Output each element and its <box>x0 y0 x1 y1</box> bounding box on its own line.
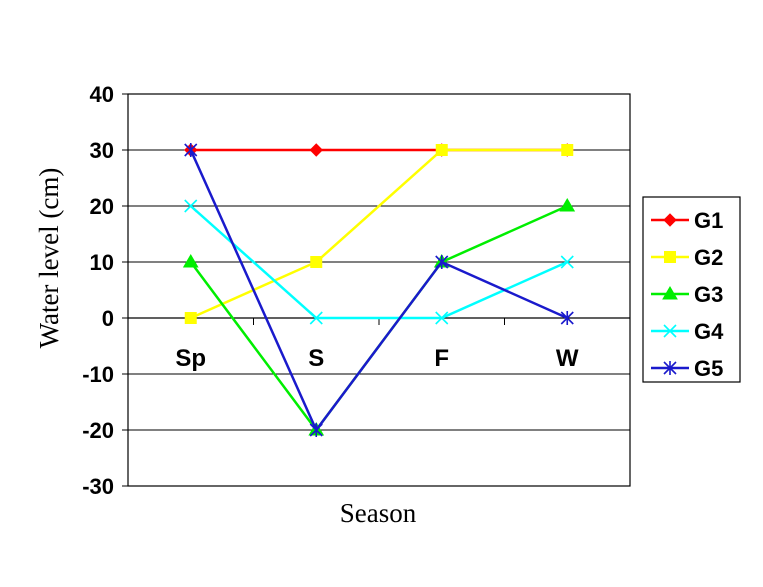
point-G2-W <box>561 144 574 156</box>
legend-entry-G4: G4 <box>651 319 724 344</box>
point-G4-S <box>309 311 323 325</box>
y-tick-label-2: 20 <box>90 194 114 219</box>
y-axis-title: Water level (cm) <box>34 168 64 349</box>
point-G5-S <box>309 423 323 437</box>
legend-marker-G4 <box>663 324 677 338</box>
legend-marker-G2 <box>664 251 676 263</box>
point-G4-F <box>435 311 449 325</box>
plot-area-frame <box>127 93 631 487</box>
y-tick-label-5: -10 <box>82 362 114 387</box>
series-G5 <box>184 143 574 437</box>
legend-label-G2: G2 <box>694 245 723 270</box>
legend-label-G1: G1 <box>694 208 723 233</box>
series-group <box>182 143 576 437</box>
point-G4-W <box>560 255 574 269</box>
point-G1-S <box>309 143 323 157</box>
legend-marker-G1 <box>663 213 677 227</box>
legend-label-G5: G5 <box>694 356 723 381</box>
y-tick-label-4: 0 <box>102 306 114 331</box>
legend-marker-G3 <box>662 286 678 300</box>
legend: G1 G2 G3 G4 G5 <box>642 196 741 383</box>
x-tick-label-3: W <box>556 345 579 372</box>
point-G4-Sp <box>184 199 198 213</box>
tick-labels: 40 30 20 10 0 -10 -20 -30 Sp S F W <box>82 82 579 499</box>
legend-label-G3: G3 <box>694 282 723 307</box>
point-G5-W <box>560 311 574 325</box>
point-G2-Sp <box>184 312 197 324</box>
axes <box>122 93 631 487</box>
legend-entry-G1: G1 <box>651 208 723 233</box>
point-G3-Sp <box>182 254 199 268</box>
point-G5-F <box>435 255 449 269</box>
x-tick-label-0: Sp <box>175 345 206 372</box>
y-tick-label-7: -30 <box>82 474 114 499</box>
legend-entry-G2: G2 <box>651 245 723 270</box>
x-tick-label-1: S <box>308 345 324 372</box>
y-tick-label-6: -20 <box>82 418 114 443</box>
point-G2-F <box>435 144 448 156</box>
y-tick-label-0: 40 <box>90 82 114 107</box>
point-G5-Sp <box>184 143 198 157</box>
x-tick-label-2: F <box>434 345 449 372</box>
y-tick-label-1: 30 <box>90 138 114 163</box>
x-axis-title: Season <box>340 498 417 528</box>
point-G3-W <box>559 198 576 212</box>
legend-label-G4: G4 <box>694 319 724 344</box>
legend-entry-G5: G5 <box>651 356 723 381</box>
legend-box <box>642 196 741 383</box>
y-tick-label-3: 10 <box>90 250 114 275</box>
series-line-G5 <box>189 149 568 433</box>
legend-marker-G5 <box>663 361 677 375</box>
gridlines <box>128 149 630 431</box>
series-G2 <box>184 144 574 324</box>
point-G2-S <box>310 256 323 268</box>
legend-entry-G3: G3 <box>651 282 723 307</box>
